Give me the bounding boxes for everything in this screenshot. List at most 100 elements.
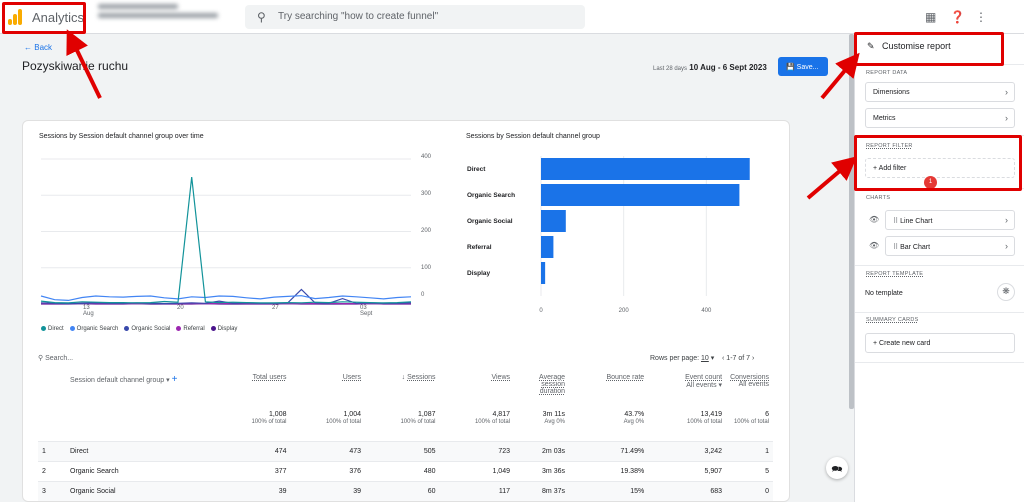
table-row[interactable]: 2 Organic Search 377 376 480 1,049 3m 36… (38, 460, 773, 481)
visibility-eye-icon[interactable]: 👁 (869, 241, 880, 250)
chevron-right-icon: › (1005, 241, 1008, 251)
x-tick: 400 (701, 308, 712, 314)
search-placeholder: Try searching "how to create funnel" (278, 11, 439, 22)
legend-label: Display (217, 326, 238, 333)
create-new-card-button[interactable]: + Create new card (865, 333, 1015, 353)
dimensions-item[interactable]: Dimensions › (865, 82, 1015, 102)
report-data-label: REPORT DATA (866, 70, 908, 76)
report-filter-label: REPORT FILTER (866, 143, 913, 149)
x-tick: 20 (177, 305, 184, 311)
row-number: 1 (38, 440, 66, 461)
rows-per-page-label: Rows per page: (650, 355, 700, 362)
chevron-right-icon: › (1005, 87, 1008, 97)
col-header[interactable]: Users (291, 367, 366, 407)
y-tick: 300 (421, 191, 432, 197)
account-selector[interactable] (98, 4, 228, 30)
col-header[interactable]: Conversions All events (726, 367, 773, 407)
total-cell: 6 100% of total (726, 407, 773, 441)
rows-per-page-select[interactable]: 10 (700, 355, 709, 362)
filter-count-badge: 1 (924, 176, 937, 189)
total-value: 13,419 (700, 411, 723, 418)
legend-organic-social[interactable]: Organic Social (124, 326, 170, 332)
col-header[interactable]: ↓ Sessions (401, 374, 436, 381)
col-sub[interactable]: All events (738, 381, 769, 388)
add-filter-label: Add filter (878, 165, 907, 172)
dimension-header[interactable]: Session default channel group ▾ + (70, 374, 178, 385)
cell: 71.49% (569, 440, 649, 461)
row-dimension[interactable]: Organic Search (66, 460, 216, 481)
cell: 3,242 (648, 440, 727, 461)
line-chart-item[interactable]: ⠿ Line Chart › (885, 210, 1015, 230)
search-box[interactable]: ⚲ Try searching "how to create funnel" (245, 5, 585, 29)
cell: 1,049 (439, 460, 514, 481)
drag-handle-icon[interactable]: ⠿ (893, 244, 899, 251)
total-value: 6 (765, 411, 769, 418)
pagination: 1-7 of 7 (726, 355, 751, 362)
total-cell: 3m 11s Avg 0% (514, 407, 569, 441)
total-sub: 100% of total (474, 419, 510, 425)
col-header[interactable]: Total users (216, 367, 291, 407)
total-cell: 1,004 100% of total (291, 407, 366, 441)
row-dimension[interactable]: Direct (66, 440, 216, 461)
charts-label: CHARTS (866, 195, 891, 201)
col-label: Views (491, 374, 510, 381)
cell: 376 (290, 460, 365, 481)
header-row: Session default channel group ▾ + Total … (38, 367, 773, 407)
line-chart-label: Line Chart (900, 218, 933, 225)
more-options-icon[interactable]: ⋮ (975, 10, 987, 24)
rows-per-page[interactable]: Rows per page: 10 ▾ ‹ 1-7 of 7 › (650, 355, 755, 362)
line-chart[interactable] (39, 153, 439, 323)
legend-display[interactable]: Display (210, 326, 238, 333)
col-header[interactable]: Event count All events ▾ (685, 374, 723, 389)
metrics-item[interactable]: Metrics › (865, 108, 1015, 128)
col-label: Users (342, 374, 361, 381)
template-settings-icon[interactable]: ❋ (997, 283, 1015, 301)
cell: 505 (365, 440, 440, 461)
cell: 8m 37s (514, 480, 569, 501)
table-row[interactable]: 1 Direct 474 473 505 723 2m 03s 71.49% 3… (38, 440, 773, 461)
add-filter-button[interactable]: + Add filter (865, 158, 1015, 178)
cell: 15% (569, 480, 649, 501)
bar-chart-title: Sessions by Session default channel grou… (466, 133, 600, 140)
total-cell: 1,008 100% of total (216, 407, 291, 441)
col-label: Conversions (730, 374, 769, 381)
panel-title: Customise report (882, 41, 951, 51)
main-scrollbar[interactable] (849, 34, 854, 409)
col-header[interactable]: Views (440, 367, 515, 407)
series-line-organic-search (40, 295, 412, 302)
table-search[interactable]: ⚲ Search... (38, 355, 74, 362)
x-tick: 200 (619, 308, 630, 314)
top-bar: Analytics ⚲ Try searching "how to create… (0, 0, 1024, 34)
legend-direct[interactable]: Direct (41, 326, 64, 332)
date-range-picker[interactable]: Last 28 days 10 Aug - 6 Sept 2023 (653, 63, 767, 72)
bar-label: Referral (467, 244, 492, 251)
legend-referral[interactable]: Referral (176, 326, 205, 332)
total-sub: Avg 0% (623, 419, 645, 425)
table-search-placeholder: Search... (45, 355, 74, 362)
col-sub[interactable]: All events (686, 382, 717, 389)
apps-grid-icon[interactable]: ▦ (925, 10, 937, 24)
bar-chart-item[interactable]: ⠿ Bar Chart › (885, 236, 1015, 256)
legend-organic-search[interactable]: Organic Search (69, 326, 118, 332)
main-area: ← Back Pozyskiwanie ruchu Last 28 days 1… (0, 34, 850, 502)
save-button[interactable]: 💾 Save... (778, 57, 828, 76)
col-header[interactable]: Bounce rate (569, 367, 648, 407)
add-dimension-icon[interactable]: + (171, 374, 178, 385)
feedback-icon[interactable]: 🗪 (826, 457, 848, 479)
col-header[interactable]: Average session duration (514, 367, 569, 407)
x-tick: 03 Sept (360, 305, 372, 317)
create-card-label: Create new card (879, 340, 931, 347)
back-link[interactable]: ← Back (24, 43, 53, 52)
drag-handle-icon[interactable]: ⠿ (893, 218, 899, 225)
bar-organic-social (541, 210, 566, 232)
bar-chart-label: Bar Chart (900, 244, 931, 251)
analytics-logo-icon[interactable] (8, 9, 22, 25)
table-row[interactable]: 3 Organic Social 39 39 60 117 8m 37s 15%… (38, 480, 773, 501)
row-dimension[interactable]: Organic Social (66, 480, 216, 501)
visibility-eye-icon[interactable]: 👁 (869, 215, 880, 224)
x-tick-month: Sept (360, 311, 373, 317)
help-icon[interactable]: ❓ (950, 10, 965, 24)
x-tick-day: 03 (360, 305, 367, 311)
app-name[interactable]: Analytics (32, 10, 85, 25)
